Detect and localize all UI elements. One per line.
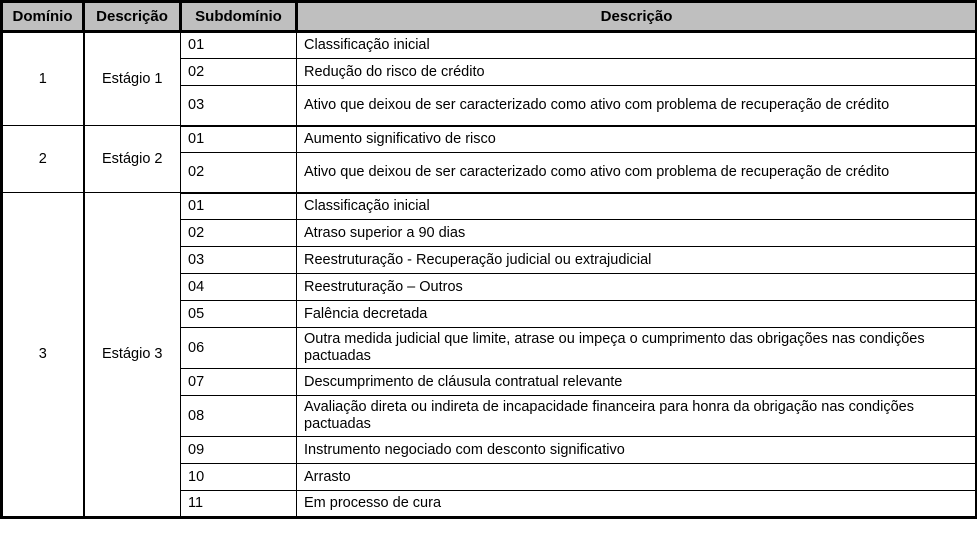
- cell-subdominio: 08: [180, 395, 297, 437]
- table-row: 08 Avaliação direta ou indireta de incapa…: [2, 395, 977, 437]
- cell-descricao-detalhe: Arrasto: [296, 463, 977, 491]
- cell-descricao-detalhe: Em processo de cura: [296, 490, 977, 518]
- cell-subdominio: 02: [180, 58, 297, 86]
- table-row: 09 Instrumento negociado com desconto sig…: [2, 436, 977, 464]
- table-row: 3 Estágio 3 01 Classificação inicial: [1, 192, 977, 518]
- cell-dominio: 1: [1, 31, 85, 126]
- table-body: 1 Estágio 1 01 Classificação inicial 02 Reduç…: [1, 31, 977, 518]
- cell-descricao-detalhe: Atraso superior a 90 dias: [296, 219, 977, 247]
- cell-subdominio: 06: [180, 327, 297, 369]
- cell-subdominio: 02: [180, 219, 297, 247]
- cell-dominio: 2: [1, 125, 85, 193]
- cell-descricao-detalhe: Falência decretada: [296, 300, 977, 328]
- table-header: Domínio Descrição Subdomínio Descrição: [1, 1, 977, 33]
- table-row: 02 Atraso superior a 90 dias: [2, 219, 977, 247]
- table-header-row: Domínio Descrição Subdomínio Descrição: [1, 1, 977, 33]
- cell-descricao-detalhe: Reestruturação - Recuperação judicial ou…: [296, 246, 977, 274]
- cell-subdominio: 11: [180, 490, 297, 518]
- table-row: 02 Ativo que deixou de ser caracterizado …: [2, 152, 977, 194]
- column-header-descricao: Descrição: [83, 1, 182, 33]
- cell-estagio: Estágio 1: [83, 31, 181, 126]
- table-row: 03 Ativo que deixou de ser caracterizado …: [2, 85, 977, 127]
- cell-subdominio: 07: [180, 368, 297, 396]
- cell-descricao-detalhe: Classificação inicial: [296, 31, 977, 59]
- cell-estagio: Estágio 2: [83, 125, 181, 193]
- cell-subdominio: 01: [180, 192, 297, 220]
- table-row: 11 Em processo de cura: [2, 490, 977, 518]
- cell-descricao-detalhe: Outra medida judicial que limite, atrase…: [296, 327, 977, 369]
- cell-subdominio: 02: [180, 152, 297, 194]
- cell-descricao-detalhe: Classificação inicial: [296, 192, 977, 220]
- table-row: 06 Outra medida judicial que limite, atra…: [2, 327, 977, 369]
- cell-subdominio: 10: [180, 463, 297, 491]
- table-row: 1 Estágio 1 01 Classificação inicial: [1, 31, 977, 126]
- cell-dominio: 3: [1, 192, 85, 518]
- cell-estagio: Estágio 3: [83, 192, 181, 518]
- cell-descricao-detalhe: Redução do risco de crédito: [296, 58, 977, 86]
- cell-descricao-detalhe: Descumprimento de cláusula contratual re…: [296, 368, 977, 396]
- table-row: 07 Descumprimento de cláusula contratual …: [2, 368, 977, 396]
- column-header-dominio: Domínio: [1, 1, 85, 33]
- cell-subdominio: 03: [180, 246, 297, 274]
- cell-subdominio: 01: [180, 125, 297, 153]
- table-row: 2 Estágio 2 01 Aumento significativo de ris…: [1, 125, 977, 193]
- table-row: 04 Reestruturação – Outros: [2, 273, 977, 301]
- column-header-subdominio: Subdomínio: [180, 1, 298, 33]
- cell-descricao-detalhe: Reestruturação – Outros: [296, 273, 977, 301]
- cell-subdominio: 04: [180, 273, 297, 301]
- cell-descricao-detalhe: Ativo que deixou de ser caracterizado co…: [296, 85, 977, 127]
- cell-descricao-detalhe: Avaliação direta ou indireta de incapaci…: [296, 395, 977, 437]
- cell-descricao-detalhe: Aumento significativo de risco: [296, 125, 977, 153]
- column-header-descricao-detalhe: Descrição: [296, 1, 977, 33]
- cell-subdominio: 09: [180, 436, 297, 464]
- domain-subdomain-table: Domínio Descrição Subdomínio Descrição 1…: [0, 0, 977, 519]
- cell-subdominio: 03: [180, 85, 297, 127]
- table-row: 10 Arrasto: [2, 463, 977, 491]
- table-row: 05 Falência decretada: [2, 300, 977, 328]
- cell-subdominio: 05: [180, 300, 297, 328]
- cell-descricao-detalhe: Instrumento negociado com desconto signi…: [296, 436, 977, 464]
- cell-descricao-detalhe: Ativo que deixou de ser caracterizado co…: [296, 152, 977, 194]
- cell-subdominio: 01: [180, 31, 297, 59]
